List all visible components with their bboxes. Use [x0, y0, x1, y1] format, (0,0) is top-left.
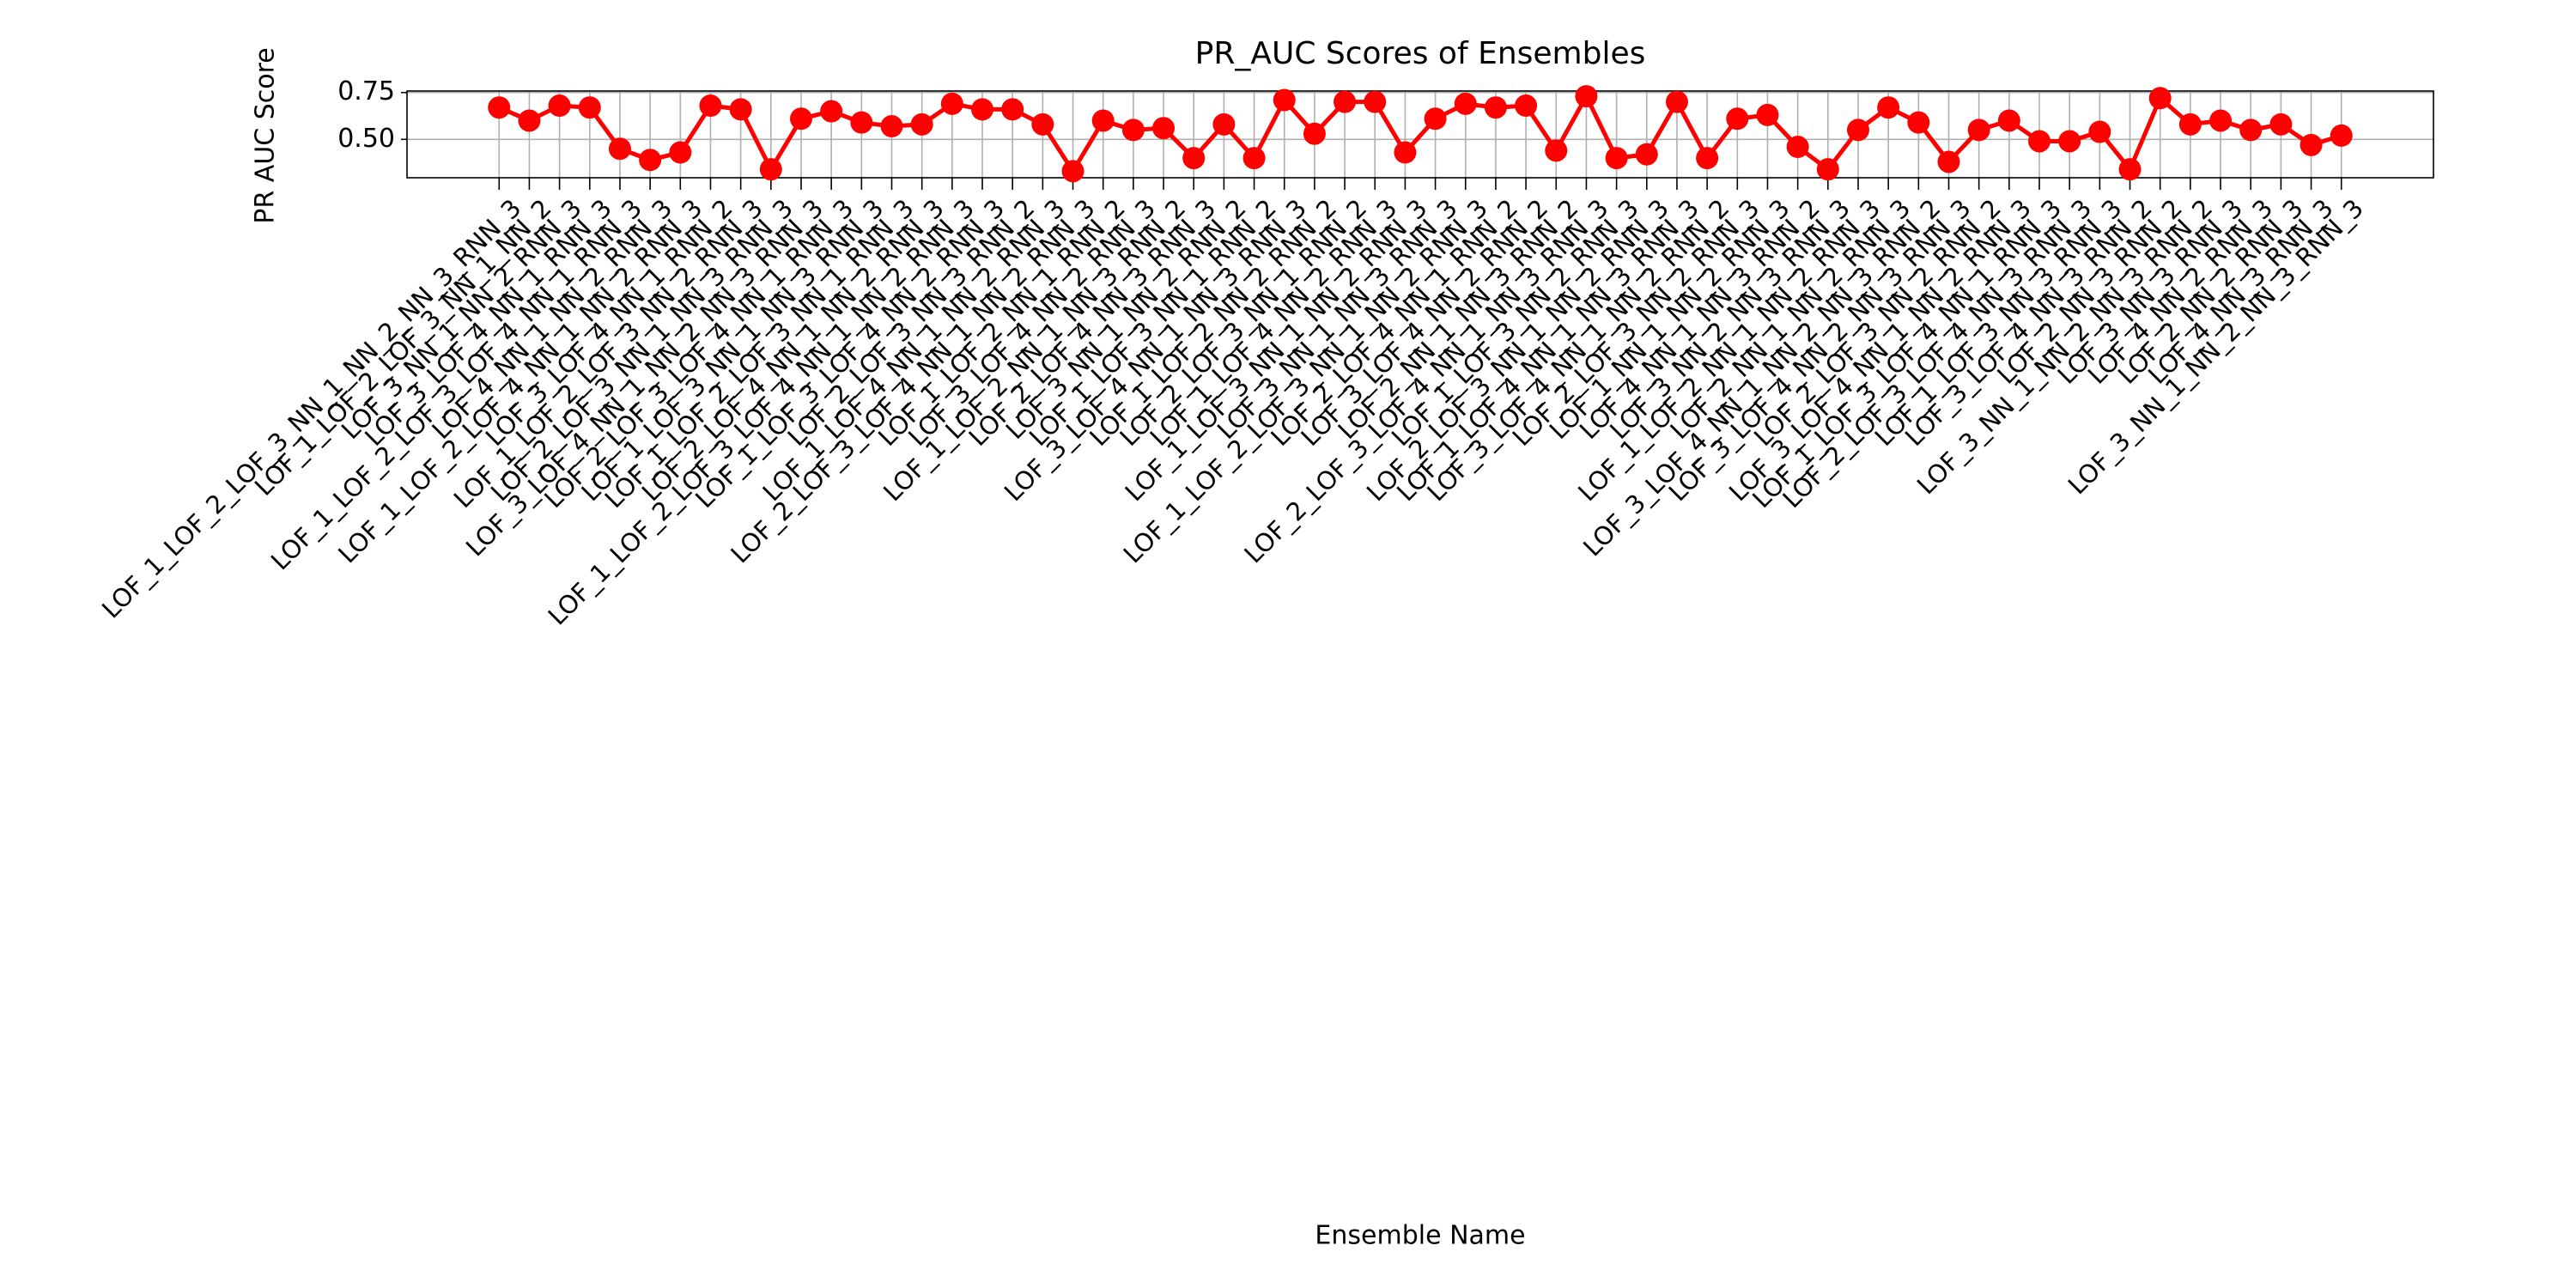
data-point — [850, 111, 873, 134]
data-point — [548, 94, 571, 118]
data-point — [1967, 118, 1990, 142]
data-point — [1605, 147, 1628, 170]
data-point — [608, 137, 631, 161]
data-point — [2148, 87, 2172, 110]
data-point — [789, 107, 812, 131]
data-point — [759, 158, 782, 181]
data-point — [518, 109, 541, 132]
data-point — [940, 92, 963, 115]
data-point — [2269, 112, 2293, 136]
data-point — [578, 96, 601, 119]
data-point — [2058, 130, 2081, 153]
data-point — [1152, 117, 1176, 140]
y-axis-label: PR AUC Score — [251, 47, 281, 223]
y-tick-label: 0.50 — [337, 124, 395, 154]
data-point — [1273, 88, 1296, 112]
data-point — [1877, 96, 1900, 119]
data-point — [2028, 130, 2051, 153]
data-point — [1091, 109, 1115, 132]
data-point — [880, 115, 903, 138]
data-point — [1997, 109, 2020, 132]
data-point — [1846, 118, 1869, 142]
data-point — [971, 98, 994, 121]
data-point — [729, 98, 752, 121]
data-point — [1696, 147, 1719, 170]
data-point — [1212, 112, 1236, 136]
data-point — [488, 96, 511, 119]
data-point — [669, 141, 692, 164]
data-point — [2239, 118, 2263, 142]
data-point — [2330, 124, 2353, 147]
y-tick-label: 0.75 — [337, 76, 395, 106]
data-point — [1816, 158, 1839, 181]
data-point — [1061, 160, 1084, 183]
data-point — [2088, 120, 2111, 143]
data-point — [639, 149, 662, 172]
data-point — [2178, 112, 2202, 136]
data-point — [1334, 90, 1357, 113]
data-point — [1454, 92, 1477, 115]
data-point — [1937, 150, 1960, 173]
data-point — [820, 100, 843, 123]
chart-title: PR_AUC Scores of Ensembles — [1195, 36, 1646, 71]
data-point — [1182, 147, 1206, 170]
data-point — [1364, 90, 1387, 113]
data-point — [699, 94, 722, 118]
data-point — [1756, 103, 1779, 126]
x-axis-label: Ensemble Name — [1315, 1221, 1525, 1251]
data-point — [2209, 109, 2233, 132]
data-point — [1786, 136, 1809, 159]
data-point — [1484, 96, 1507, 119]
data-point — [2300, 133, 2323, 156]
data-point — [2118, 158, 2142, 181]
data-point — [1635, 143, 1658, 166]
data-point — [1665, 90, 1688, 113]
data-point — [1001, 98, 1024, 121]
data-point — [1515, 94, 1538, 118]
data-point — [1424, 107, 1447, 131]
data-point — [1242, 147, 1266, 170]
data-point — [1726, 107, 1749, 131]
data-point — [1031, 112, 1054, 136]
data-point — [1121, 118, 1145, 142]
plot-frame — [406, 90, 2434, 179]
data-point — [1303, 122, 1326, 145]
data-point — [1575, 85, 1598, 108]
data-point — [1545, 139, 1568, 162]
data-point — [910, 112, 933, 136]
data-point — [1907, 111, 1930, 134]
data-point — [1394, 141, 1417, 164]
